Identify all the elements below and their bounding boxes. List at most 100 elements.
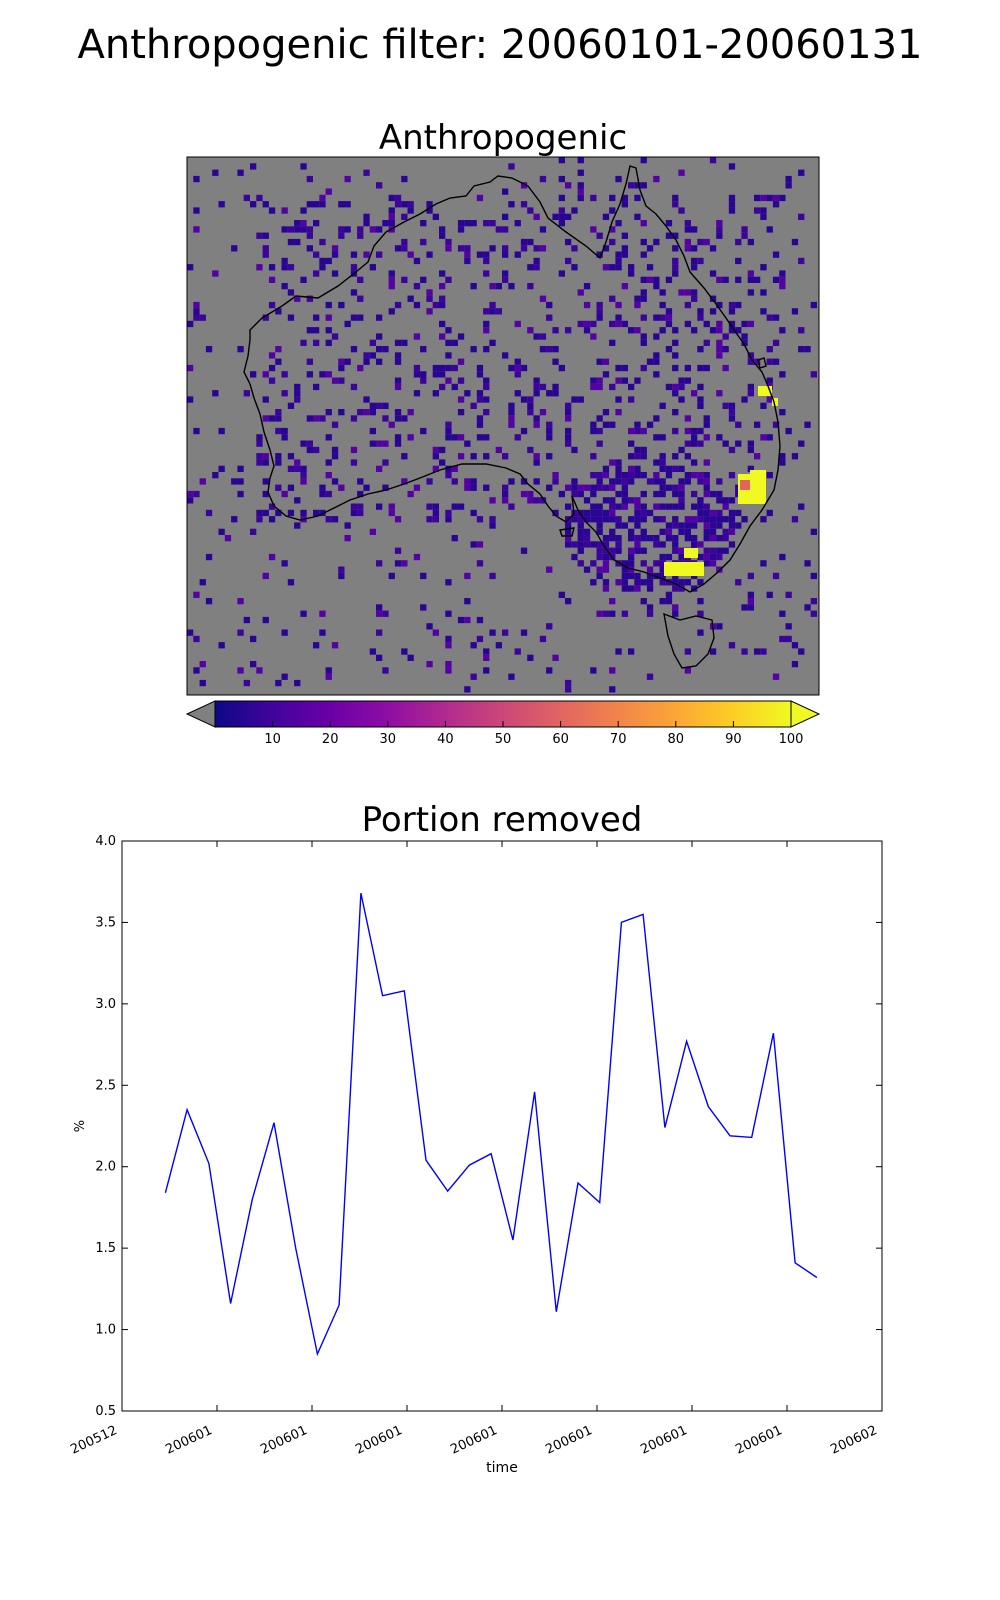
- map-cell: [571, 478, 578, 485]
- map-cell: [615, 364, 622, 372]
- map-cell: [621, 201, 628, 208]
- map-cell: [426, 308, 433, 315]
- map-cell: [476, 616, 484, 624]
- map-cell: [325, 327, 332, 334]
- map-cell: [697, 610, 704, 617]
- map-cell: [357, 503, 364, 510]
- map-cell: [294, 226, 301, 233]
- map-cell: [470, 220, 477, 227]
- map-cell: [533, 383, 540, 391]
- map-cell: [426, 201, 433, 208]
- map-cell: [571, 245, 578, 252]
- map-cell: [634, 421, 641, 428]
- map-cell: [615, 535, 622, 542]
- map-cell: [665, 598, 673, 605]
- map-cell: [319, 194, 326, 202]
- map-cell: [665, 465, 673, 472]
- map-cell: [546, 453, 553, 460]
- map-cell: [697, 541, 704, 548]
- map-cell: [533, 377, 540, 384]
- map-cell: [716, 623, 723, 630]
- map-cell: [527, 446, 534, 454]
- map-cell: [709, 522, 717, 529]
- map-cell: [476, 415, 484, 422]
- map-cell: [464, 390, 471, 397]
- map-cell: [728, 516, 736, 523]
- map-cell: [728, 497, 736, 504]
- map-cell: [495, 226, 502, 233]
- map-cell: [262, 415, 269, 422]
- map-cell: [527, 490, 534, 498]
- map-cell: [457, 377, 465, 384]
- map-cell: [602, 516, 610, 523]
- map-cell: [363, 169, 370, 176]
- map-cell: [306, 226, 313, 233]
- map-cell: [401, 276, 408, 283]
- map-cell: [609, 528, 616, 535]
- map-cell: [256, 434, 263, 441]
- map-cell: [483, 270, 490, 277]
- map-cell: [621, 566, 628, 573]
- map-cell: [287, 289, 295, 296]
- map-cell: [344, 175, 351, 183]
- map-cell: [665, 320, 673, 328]
- map-cell: [300, 465, 307, 472]
- map-cell: [357, 509, 364, 517]
- map-cell: [665, 308, 673, 315]
- map-cell: [357, 276, 364, 283]
- map-cell: [275, 427, 282, 435]
- map-cell: [514, 364, 521, 372]
- map-cell: [451, 364, 458, 372]
- map-cell: [602, 585, 610, 592]
- map-cell: [376, 358, 383, 365]
- map-cell: [338, 358, 345, 365]
- map-cell: [741, 333, 748, 340]
- map-cell: [628, 535, 635, 542]
- map-cell: [476, 396, 484, 403]
- map-cell: [659, 528, 666, 535]
- map-cell: [697, 509, 704, 517]
- map-cell: [634, 503, 641, 510]
- map-cell: [659, 516, 666, 523]
- map-cell: [401, 175, 408, 183]
- map-cell: [262, 245, 269, 252]
- map-cell: [766, 377, 773, 384]
- colorbar-tick-label: 20: [322, 732, 339, 747]
- map-cell: [590, 484, 597, 491]
- map-cell: [709, 560, 717, 567]
- map-cell: [432, 516, 439, 523]
- map-cell: [577, 560, 584, 567]
- map-cell: [369, 440, 376, 447]
- map-cell: [350, 314, 358, 321]
- map-cell: [709, 509, 717, 517]
- map-cell: [413, 553, 421, 561]
- map-cell: [646, 566, 654, 573]
- map-cell: [716, 497, 723, 504]
- map-cell: [703, 522, 710, 529]
- map-cell: [268, 352, 276, 359]
- map-cell: [609, 459, 616, 466]
- map-cell: [508, 673, 515, 680]
- map-cell: [621, 560, 628, 567]
- map-cell: [779, 453, 786, 460]
- map-cell: [514, 251, 521, 258]
- map-cell: [747, 446, 754, 454]
- map-cell: [300, 610, 307, 617]
- map-cell: [199, 478, 206, 485]
- map-cell: [646, 673, 654, 680]
- map-cell: [565, 213, 572, 220]
- map-cell: [609, 610, 616, 617]
- map-cell: [369, 409, 376, 416]
- map-cell: [256, 459, 263, 466]
- map-cell: [445, 364, 452, 372]
- map-cell: [754, 648, 761, 655]
- map-cell: [596, 427, 603, 435]
- map-cell: [590, 453, 597, 460]
- map-cell: [741, 226, 748, 233]
- map-cell: [684, 579, 691, 586]
- map-cell: [628, 547, 635, 554]
- map-cell: [640, 453, 647, 460]
- map-cell: [218, 465, 225, 472]
- map-cell: [609, 503, 616, 510]
- map-cell: [804, 346, 811, 353]
